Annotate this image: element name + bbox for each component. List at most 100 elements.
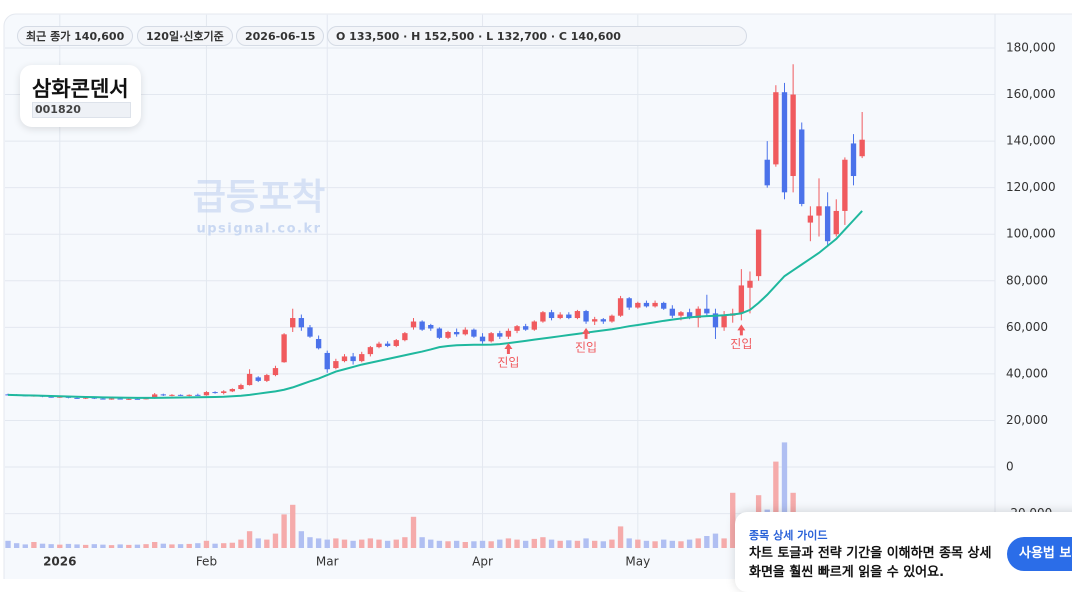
volume-bar [773, 461, 779, 548]
candle-body [108, 398, 115, 400]
y-tick-label: 20,000 [1006, 413, 1048, 427]
stock-name: 삼화콘덴서 [32, 77, 129, 101]
volume-bar [436, 540, 443, 548]
volume-bar [402, 537, 408, 548]
y-tick-label: 0 [1006, 460, 1014, 474]
volume-bar [255, 538, 261, 548]
volume-bar [497, 539, 503, 548]
candle-body [626, 298, 632, 308]
volume-bar [704, 536, 710, 548]
candle-body [764, 159, 770, 186]
volume-bar [540, 537, 546, 548]
candle-body [341, 356, 348, 362]
x-tick-label: Mar [316, 555, 339, 569]
volume-bar [169, 544, 175, 548]
candle-body [859, 139, 865, 157]
volume-bar [669, 540, 676, 548]
y-tick-label: 40,000 [1006, 366, 1048, 380]
candle-body [186, 394, 192, 396]
volume-bar [307, 537, 313, 548]
candle-body [678, 312, 684, 316]
candle-body [238, 385, 244, 390]
volume-bar [13, 543, 20, 548]
volume-bar [695, 538, 701, 548]
volume-bar [557, 540, 563, 548]
candle-body [177, 394, 184, 396]
candle-body [738, 285, 745, 314]
candle-body [781, 92, 788, 193]
x-tick-label: Apr [472, 555, 493, 569]
volume-bar [22, 544, 28, 548]
y-tick-label: 160,000 [1006, 87, 1056, 101]
candle-body [704, 308, 710, 314]
candle-body [100, 398, 106, 400]
candle-body [281, 334, 287, 363]
volume-bar [574, 540, 581, 548]
chip: 최근 종가 140,600 [17, 26, 134, 46]
volume-bar [298, 531, 305, 548]
volume-bar [462, 542, 468, 548]
candle-body [635, 302, 641, 308]
signal-label: 진입 [730, 337, 752, 351]
candle-body [643, 302, 650, 307]
volume-bar [82, 544, 89, 548]
candle-body [807, 215, 814, 223]
volume-bar [479, 540, 486, 548]
volume-bar [246, 531, 253, 548]
volume-bar [678, 541, 684, 548]
candle-body [540, 312, 546, 322]
candle-body [583, 311, 589, 322]
candle-body [747, 280, 753, 288]
chip: 120일·신호기준 [137, 26, 233, 46]
y-tick-label: 80,000 [1006, 273, 1048, 287]
candle-body [514, 326, 520, 331]
volume-bar [143, 544, 149, 548]
candle-body [152, 394, 158, 399]
volume-bar [221, 543, 227, 548]
stock-card: 삼화콘덴서 001820 [20, 65, 141, 127]
y-tick-label: 140,000 [1006, 134, 1056, 148]
volume-bar [445, 541, 451, 548]
candle-body [471, 329, 477, 337]
volume-bar [566, 540, 572, 548]
y-tick-label: 180,000 [1006, 40, 1056, 54]
candle-body [324, 352, 330, 370]
candle-body [755, 229, 762, 277]
guide-title: 종목 상세 가이드 [749, 529, 828, 542]
stock-code: 001820 [32, 102, 131, 118]
volume-bar [126, 544, 132, 548]
guide-button[interactable]: 사용법 보기 [1007, 537, 1072, 571]
y-tick-label: 100,000 [1006, 227, 1056, 241]
candle-body [74, 397, 80, 399]
candle-body [134, 398, 141, 400]
candle-body [298, 318, 305, 328]
volume-bar [721, 538, 727, 548]
candle-body [445, 331, 451, 338]
volume-bar [290, 504, 296, 548]
volume-bar [48, 544, 54, 548]
y-tick-label: 60,000 [1006, 320, 1048, 334]
volume-bar [661, 539, 667, 548]
candle-body [479, 336, 486, 342]
volume-bar [592, 540, 598, 548]
volume-bar [471, 541, 477, 548]
volume-bar [643, 540, 650, 548]
volume-bar [548, 539, 555, 548]
volume-bar [117, 544, 123, 548]
candle-body [600, 319, 606, 322]
volume-bar [341, 539, 348, 548]
volume-bar [350, 540, 356, 548]
volume-bar [514, 539, 520, 548]
volume-bar [376, 539, 382, 548]
candle-body [531, 321, 537, 330]
volume-bar [410, 516, 417, 548]
volume-bar [419, 537, 425, 548]
volume-bar [57, 544, 63, 548]
candle-body [246, 373, 253, 386]
candle-body [376, 343, 382, 348]
volume-bar [333, 538, 339, 548]
candle-body [402, 333, 408, 341]
volume-bar [195, 543, 201, 548]
candle-body [574, 311, 581, 319]
